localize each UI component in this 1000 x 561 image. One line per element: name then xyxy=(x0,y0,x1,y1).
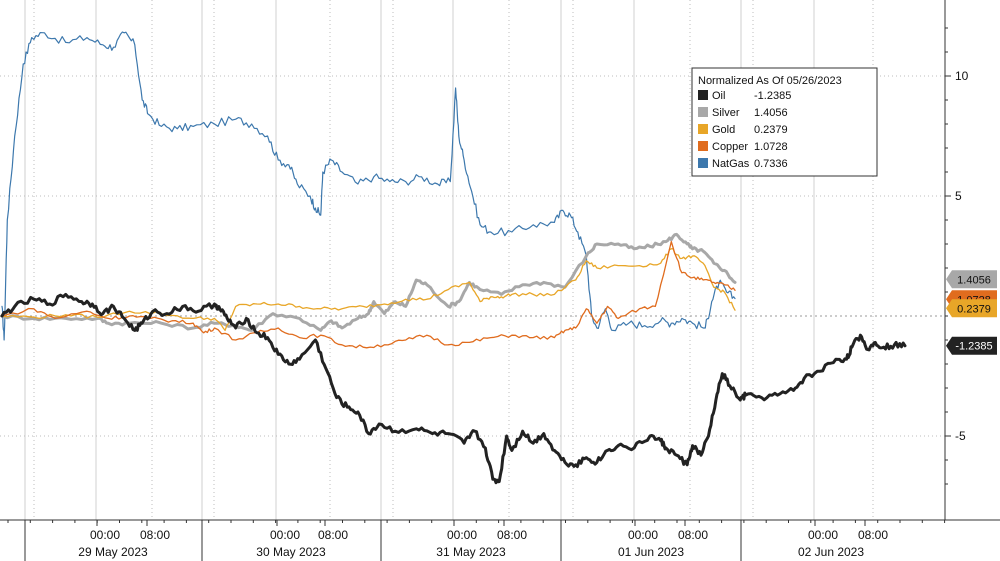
y-tick-label: -5 xyxy=(955,429,966,443)
y-tick-label: 10 xyxy=(955,69,969,83)
legend-value-oil: -1.2385 xyxy=(754,90,791,102)
legend-name-natgas: NatGas xyxy=(712,158,750,170)
series-line-oil xyxy=(0,292,907,485)
y-tick-label: 5 xyxy=(955,189,962,203)
badge-value: 0.2379 xyxy=(957,303,991,315)
legend: Normalized As Of 05/26/2023 Oil -1.2385 Sil… xyxy=(691,67,878,177)
badge-shape xyxy=(946,270,997,289)
x-date-label: 29 May 2023 xyxy=(78,545,148,559)
legend-title: Normalized As Of 05/26/2023 xyxy=(698,75,842,87)
legend-value-natgas: 0.7336 xyxy=(754,158,788,170)
x-time-label: 00:00 xyxy=(270,528,300,542)
series-line-natgas xyxy=(1,31,736,341)
x-time-label: 08:00 xyxy=(318,528,348,542)
x-date-label: 31 May 2023 xyxy=(436,545,506,559)
x-time-label: 00:00 xyxy=(90,528,120,542)
series-lines xyxy=(0,31,907,485)
badge-silver: 1.4056 xyxy=(946,270,997,289)
badge-value: 1.4056 xyxy=(957,274,991,286)
legend-swatch-natgas xyxy=(698,158,708,168)
x-time-label: 00:00 xyxy=(808,528,838,542)
series-line-gold xyxy=(1,248,736,332)
x-time-label: 08:00 xyxy=(497,528,527,542)
x-time-label: 00:00 xyxy=(628,528,658,542)
x-time-label: 08:00 xyxy=(140,528,170,542)
x-time-label: 00:00 xyxy=(447,528,477,542)
legend-swatch-gold xyxy=(698,124,708,134)
legend-name-silver: Silver xyxy=(712,107,740,119)
legend-box xyxy=(691,67,878,177)
legend-value-silver: 1.4056 xyxy=(754,107,788,119)
badge-shape xyxy=(946,299,997,318)
x-date-label: 02 Jun 2023 xyxy=(798,545,864,559)
legend-name-copper: Copper xyxy=(712,141,748,153)
grid-lines xyxy=(0,0,945,520)
x-time-label: 08:00 xyxy=(858,528,888,542)
x-date-label: 30 May 2023 xyxy=(256,545,326,559)
legend-swatch-silver xyxy=(698,107,708,117)
legend-swatch-oil xyxy=(698,90,708,100)
badge-gold: 0.2379 xyxy=(946,299,997,318)
badge-shape xyxy=(946,336,997,355)
series-line-silver xyxy=(0,232,737,332)
legend-name-gold: Gold xyxy=(712,124,735,136)
badge-value: -1.2385 xyxy=(955,341,992,353)
x-time-label: 08:00 xyxy=(678,528,708,542)
legend-swatch-copper xyxy=(698,141,708,151)
badge-oil: -1.2385 xyxy=(946,336,997,355)
series-line-copper xyxy=(1,240,736,349)
legend-value-gold: 0.2379 xyxy=(754,124,788,136)
legend-value-copper: 1.0728 xyxy=(754,141,788,153)
legend-name-oil: Oil xyxy=(712,90,725,102)
x-date-label: 01 Jun 2023 xyxy=(618,545,684,559)
